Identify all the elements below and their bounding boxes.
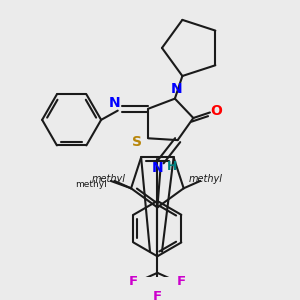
Text: F: F (177, 275, 186, 288)
Text: S: S (132, 135, 142, 149)
Text: O: O (210, 103, 222, 118)
Text: N: N (109, 96, 121, 110)
Text: N: N (171, 82, 182, 96)
Text: F: F (153, 290, 162, 300)
Text: methyl: methyl (189, 174, 223, 184)
Text: methyl: methyl (92, 174, 126, 184)
Text: N: N (152, 160, 163, 175)
Text: methyl: methyl (99, 178, 104, 179)
Text: H: H (167, 160, 177, 173)
Text: F: F (129, 275, 138, 288)
Text: methyl: methyl (75, 180, 107, 189)
